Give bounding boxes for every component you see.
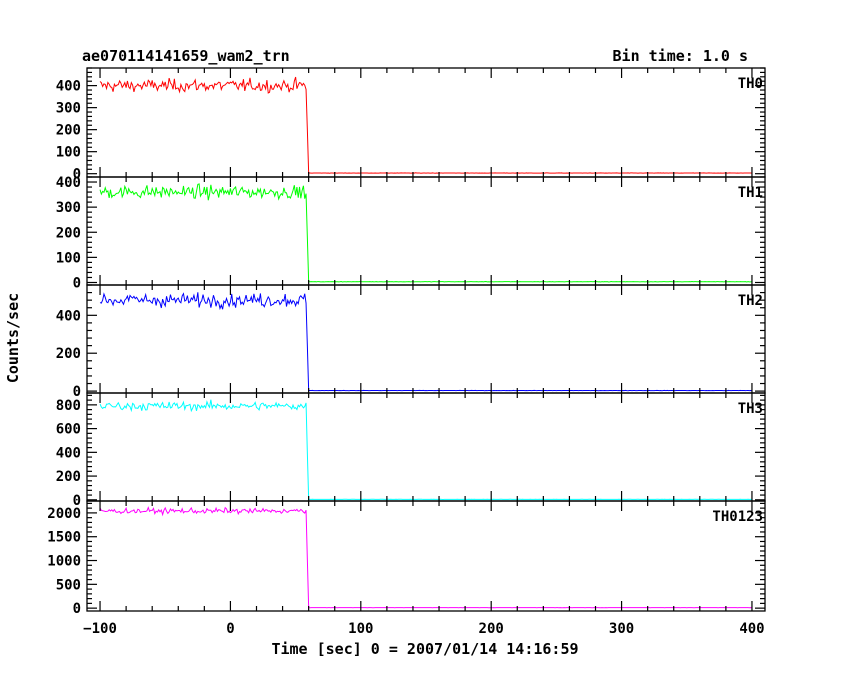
series-th0 (99, 76, 753, 174)
panel-frame (86, 392, 766, 502)
y-tick-label: 300 (56, 200, 81, 216)
y-tick-label: 100 (56, 250, 81, 266)
y-tick-label: 200 (56, 225, 81, 241)
y-tick-label: 100 (56, 145, 81, 161)
panel-th0123: 0 500 1000 1500 2000 TH0123 (47, 500, 766, 617)
x-axis-label: Time [sec] 0 = 2007/01/14 14:16:59 (271, 640, 578, 658)
series-th0123 (99, 506, 752, 609)
y-tick-label: 200 (56, 123, 81, 139)
x-tick-label: 200 (479, 621, 504, 637)
series-th3 (99, 399, 752, 500)
y-tick-label: 0 (73, 167, 81, 183)
x-tick-label: −100 (83, 621, 117, 637)
y-tick-label: 800 (56, 398, 81, 414)
y-tick-label: 0 (73, 384, 81, 400)
y-tick-label: 1500 (47, 530, 81, 546)
series-th2 (99, 292, 752, 392)
panel-label: TH3 (738, 401, 763, 417)
x-tick-label: 300 (609, 621, 634, 637)
panel-th1: 0 100 200 300 400 TH1 (56, 175, 766, 291)
panel-label: TH1 (738, 185, 763, 201)
x-tick-label: 400 (739, 621, 764, 637)
panel-frame (86, 176, 766, 286)
panel-th3: 0 200 400 600 800 TH3 (56, 392, 766, 509)
y-tick-label: 0 (73, 601, 81, 617)
panel-th2: 0 200 400 TH2 (56, 284, 766, 400)
panel-label: TH2 (738, 293, 763, 309)
x-tick-label: 100 (348, 621, 373, 637)
y-tick-label: 200 (56, 346, 81, 362)
y-tick-label: 400 (56, 175, 81, 191)
panel-frame (86, 500, 766, 612)
y-tick-label: 300 (56, 101, 81, 117)
y-tick-label: 2000 (47, 506, 81, 522)
y-tick-label: 0 (73, 493, 81, 509)
panel-label: TH0 (738, 76, 763, 92)
panel-label: TH0123 (712, 509, 763, 525)
y-tick-label: 400 (56, 445, 81, 461)
y-tick-label: 400 (56, 308, 81, 324)
x-tick-label: 0 (226, 621, 234, 637)
y-tick-label: 600 (56, 422, 81, 438)
y-tick-label: 200 (56, 469, 81, 485)
y-tick-label: 1000 (47, 554, 81, 570)
y-axis-label: Counts/sec (4, 293, 22, 383)
chart-title: ae070114141659_wam2_trn (82, 47, 290, 65)
y-tick-label: 500 (56, 577, 81, 593)
panel-th0: 0 100 200 300 400 TH0 (56, 67, 766, 183)
y-tick-label: 0 (73, 275, 81, 291)
panel-frame (86, 67, 766, 178)
series-th1 (99, 183, 752, 283)
y-tick-label: 400 (56, 79, 81, 95)
chart-subtitle: Bin time: 1.0 s (613, 47, 748, 65)
